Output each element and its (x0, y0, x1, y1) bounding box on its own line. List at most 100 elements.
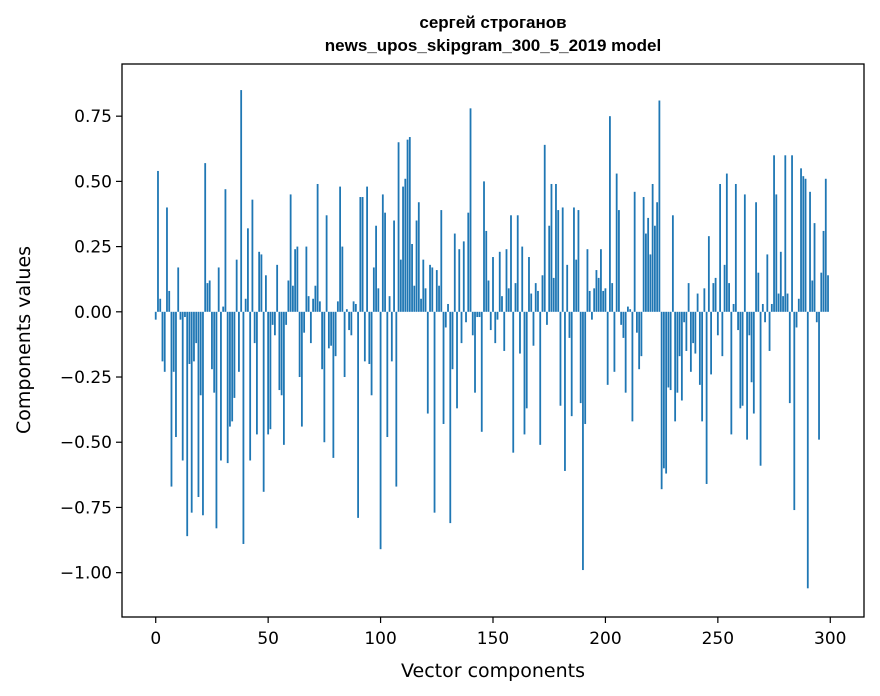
bar-89 (354, 303, 357, 312)
bar-198 (600, 249, 602, 312)
bar-44 (253, 311, 256, 344)
bar-237 (687, 283, 690, 312)
bar-175 (548, 225, 551, 312)
bar-221 (651, 183, 654, 312)
bar-60 (289, 194, 292, 312)
bar-161 (516, 215, 519, 312)
y-tick-label: 0.50 (74, 172, 112, 192)
bar-134 (456, 311, 458, 409)
bar-102 (384, 212, 386, 312)
bar-12 (181, 311, 184, 461)
bar-33 (229, 311, 231, 427)
bar-189 (579, 311, 582, 404)
bar-277 (777, 293, 780, 312)
bar-209 (624, 311, 627, 393)
bar-37 (238, 311, 240, 372)
bar-181 (561, 207, 564, 312)
y-tick-label: 0.25 (74, 238, 112, 258)
bar-86 (348, 311, 350, 331)
bar-145 (480, 311, 483, 432)
bar-258 (734, 183, 737, 312)
bar-171 (539, 311, 542, 445)
bar-290 (806, 311, 809, 589)
bar-74 (321, 311, 324, 370)
bar-34 (231, 311, 234, 422)
bar-245 (705, 311, 708, 484)
bar-8 (172, 311, 175, 372)
bar-142 (474, 311, 476, 393)
bar-5 (166, 207, 168, 312)
bar-83 (341, 246, 344, 312)
bar-288 (802, 176, 805, 312)
bar-21 (202, 311, 204, 516)
bar-218 (645, 233, 647, 312)
bar-71 (314, 285, 317, 312)
bar-9 (175, 311, 177, 438)
bar-253 (723, 264, 726, 312)
bar-85 (345, 309, 348, 312)
bar-150 (492, 257, 494, 312)
bar-192 (586, 249, 589, 312)
bar-151 (494, 311, 497, 344)
bar-88 (352, 301, 355, 312)
bar-59 (287, 280, 290, 312)
bar-93 (363, 311, 366, 362)
bar-132 (451, 311, 454, 370)
bar-84 (343, 311, 346, 378)
bar-138 (465, 311, 467, 323)
bar-194 (591, 311, 593, 320)
bar-252 (721, 311, 724, 357)
bar-187 (575, 259, 578, 312)
bar-57 (282, 311, 285, 445)
bar-185 (570, 311, 573, 417)
x-tick-label: 300 (814, 629, 846, 649)
x-tick-label: 150 (477, 629, 509, 649)
bar-201 (606, 311, 609, 385)
bar-15 (188, 311, 191, 364)
bar-212 (631, 311, 634, 422)
bar-55 (278, 311, 281, 391)
bar-213 (633, 191, 636, 312)
bar-17 (193, 311, 195, 362)
bar-99 (377, 288, 380, 312)
bar-116 (415, 220, 418, 312)
bar-70 (312, 298, 315, 312)
bar-123 (431, 267, 434, 312)
x-axis: 0 50 100 150 200 250 300 (150, 617, 846, 649)
bar-169 (534, 283, 537, 312)
bar-190 (582, 311, 584, 571)
bar-281 (786, 293, 789, 312)
bar-1 (157, 170, 159, 312)
bar-28 (217, 267, 220, 312)
y-tick-label: −1.00 (60, 564, 112, 584)
bar-141 (471, 311, 474, 336)
bar-220 (649, 254, 652, 312)
bar-226 (662, 311, 665, 469)
bar-227 (665, 311, 668, 474)
bar-168 (532, 311, 535, 346)
bar-140 (469, 108, 472, 312)
bar-104 (388, 296, 391, 312)
bar-176 (550, 183, 553, 312)
bar-249 (714, 277, 717, 312)
bar-170 (537, 290, 539, 312)
bar-242 (698, 311, 701, 385)
bar-291 (809, 191, 811, 312)
bar-22 (204, 163, 207, 312)
bar-107 (395, 311, 398, 487)
bar-7 (170, 311, 173, 487)
bar-38 (240, 90, 243, 312)
bar-46 (258, 251, 261, 312)
bar-39 (242, 311, 245, 544)
bar-270 (761, 303, 764, 312)
bar-278 (779, 251, 782, 312)
bar-10 (177, 267, 180, 312)
bar-216 (640, 311, 643, 357)
bar-101 (381, 194, 384, 312)
bar-251 (719, 183, 721, 312)
bar-292 (811, 280, 814, 312)
bar-261 (741, 311, 744, 406)
bar-206 (618, 210, 620, 312)
bar-265 (750, 311, 753, 383)
